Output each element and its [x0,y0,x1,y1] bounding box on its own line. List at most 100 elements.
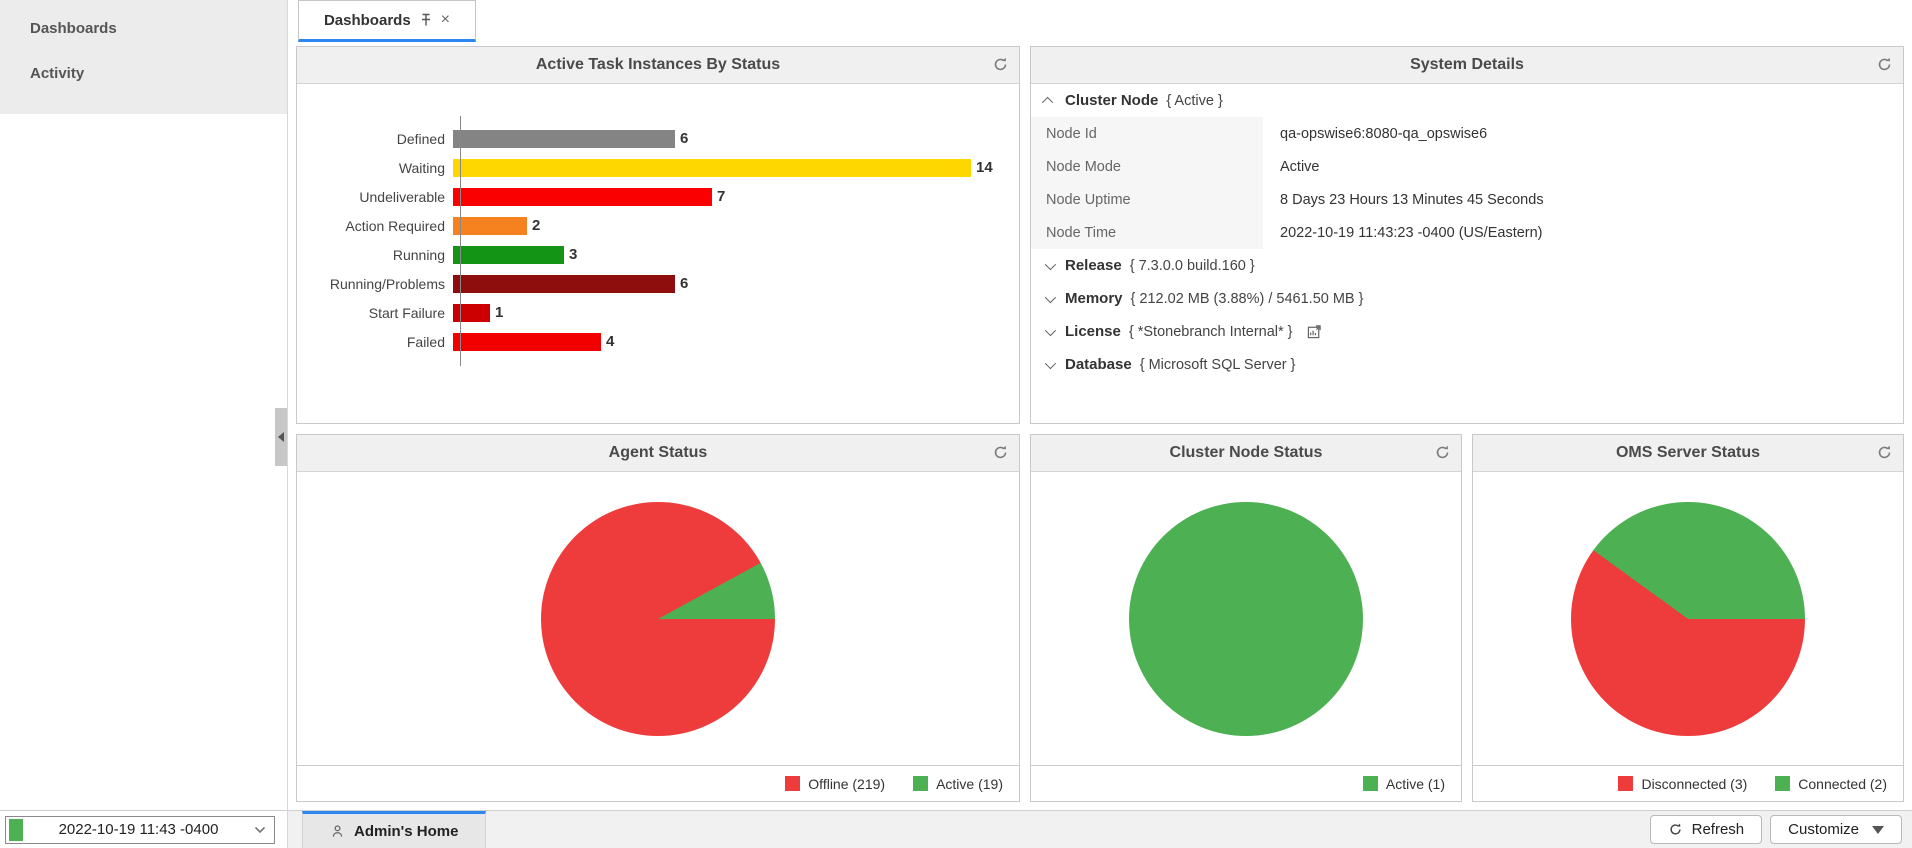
detail-key: Node Id [1031,117,1263,150]
section-header-license[interactable]: License { *Stonebranch Internal* } [1031,315,1903,348]
bar-row: Defined 6 [297,124,1019,153]
detail-row-node-id: Node Id qa-opswise6:8080-qa_opswise6 [1031,117,1903,150]
bar-action-required[interactable] [453,216,527,235]
bar-row: Running/Problems 6 [297,269,1019,298]
cluster-node-status-legend: Active (1) [1031,765,1461,801]
section-detail: { *Stonebranch Internal* } [1128,323,1293,340]
legend-label: Active (1) [1385,775,1445,792]
bar-value-label: 2 [532,217,541,234]
panel-title: Active Task Instances By Status [535,56,781,73]
dropdown-arrow-icon [1872,826,1884,840]
refresh-button-label: Refresh [1691,821,1745,838]
customize-button[interactable]: Customize [1770,815,1902,844]
timezone-select[interactable]: 2022-10-19 11:43 -0400 [5,815,275,844]
panel-header: OMS Server Status [1473,435,1903,472]
admins-home-tab[interactable]: Admin's Home [302,811,487,848]
agent-status-pie[interactable] [541,501,775,736]
legend-swatch [913,776,929,791]
section-detail: { 212.02 MB (3.88%) / 5461.50 MB } [1130,290,1364,307]
bar-category-label: Running/Problems [329,275,445,292]
bar-value-label: 4 [606,333,615,350]
bar-chart-axis [460,116,461,366]
detail-row-node-uptime: Node Uptime 8 Days 23 Hours 13 Minutes 45… [1031,183,1903,216]
refresh-button[interactable]: Refresh [1649,815,1763,844]
sidebar-collapse-handle[interactable] [275,408,287,466]
bar-category-label: Failed [406,333,445,350]
bar-running[interactable] [453,245,564,264]
bar-start-failure[interactable] [453,303,490,322]
section-header-memory[interactable]: Memory { 212.02 MB (3.88%) / 5461.50 MB } [1031,282,1903,315]
refresh-icon[interactable] [1876,444,1893,466]
system-details-list: Cluster Node { Active } Node Id qa-opswise6… [1031,84,1903,423]
bar-value-label: 3 [569,246,578,263]
legend-swatch [1775,776,1791,791]
bar-row: Running 3 [297,240,1019,269]
sidebar-item-dashboards[interactable]: Dashboards [30,20,117,37]
section-name: Cluster Node [1065,92,1159,109]
timezone-value: 2022-10-19 11:43 -0400 [58,821,219,838]
bar-failed[interactable] [453,332,601,351]
bar-waiting[interactable] [453,158,971,177]
legend-item: Offline (219) [785,776,885,792]
close-icon[interactable]: × [440,11,451,28]
detail-key: Node Time [1031,216,1263,249]
bar-category-label: Start Failure [368,304,445,321]
oms-server-status-pie[interactable] [1571,501,1805,736]
section-header-cluster-node[interactable]: Cluster Node { Active } [1031,84,1903,117]
sidebar-item-activity[interactable]: Activity [30,65,85,82]
panel-cluster-node-status: Cluster Node Status Active (1) [1030,434,1462,802]
section-header-release[interactable]: Release { 7.3.0.0 build.160 } [1031,249,1903,282]
panel-header: Agent Status [297,435,1019,472]
cluster-node-status-pie[interactable] [1129,501,1363,736]
bar-value-label: 6 [680,130,689,147]
detail-key: Node Uptime [1031,183,1263,216]
panel-title: System Details [1410,56,1524,73]
section-detail: { 7.3.0.0 build.160 } [1129,257,1255,274]
bar-defined[interactable] [453,129,675,148]
oms-server-status-legend: Disconnected (3) Connected (2) [1473,765,1903,801]
refresh-icon[interactable] [992,56,1009,78]
bar-row: Waiting 14 [297,153,1019,182]
bar-value-label: 14 [976,159,993,176]
bar-running-problems[interactable] [453,274,675,293]
collapse-left-icon [278,432,284,442]
detail-value: 8 Days 23 Hours 13 Minutes 45 Seconds [1280,191,1544,208]
refresh-icon[interactable] [1876,56,1893,78]
panel-header: System Details [1031,47,1903,84]
bottom-bar-left: 2022-10-19 11:43 -0400 [0,811,288,848]
panel-header: Cluster Node Status [1031,435,1461,472]
pin-icon[interactable] [420,13,432,27]
bar-undeliverable[interactable] [453,187,712,206]
sidebar-group: Dashboards Activity [0,0,287,114]
detail-value: Active [1280,158,1320,175]
caret-down-icon [1044,324,1057,336]
legend-swatch [1618,776,1634,791]
section-header-database[interactable]: Database { Microsoft SQL Server } [1031,348,1903,381]
legend-swatch [1362,776,1378,791]
dashboard-content: Active Task Instances By Status Defined 6… [288,42,1912,810]
legend-label: Disconnected (3) [1641,775,1748,792]
bar-category-label: Undeliverable [359,188,445,205]
tab-dashboards[interactable]: Dashboards × [298,0,476,42]
panel-title: OMS Server Status [1615,444,1761,461]
caret-up-icon [1041,96,1054,108]
legend-label: Connected (2) [1798,775,1887,792]
section-detail: { Microsoft SQL Server } [1139,356,1296,373]
customize-button-label: Customize [1788,821,1859,838]
detail-row-node-time: Node Time 2022-10-19 11:43:23 -0400 (US/E… [1031,216,1903,249]
caret-down-icon [1044,291,1057,303]
section-name: License [1065,323,1121,340]
detail-value: qa-opswise6:8080-qa_opswise6 [1280,125,1488,142]
home-tab-label: Admin's Home [354,822,459,840]
panel-active-task-instances: Active Task Instances By Status Defined 6… [296,46,1020,424]
chevron-down-icon [254,826,266,834]
bar-category-label: Defined [396,130,445,147]
section-name: Release [1065,257,1122,274]
caret-down-icon [1044,357,1057,369]
legend-item: Connected (2) [1775,776,1887,792]
refresh-icon[interactable] [992,444,1009,466]
legend-label: Active (19) [936,775,1003,792]
license-report-icon[interactable] [1307,324,1322,339]
refresh-icon[interactable] [1434,444,1451,466]
